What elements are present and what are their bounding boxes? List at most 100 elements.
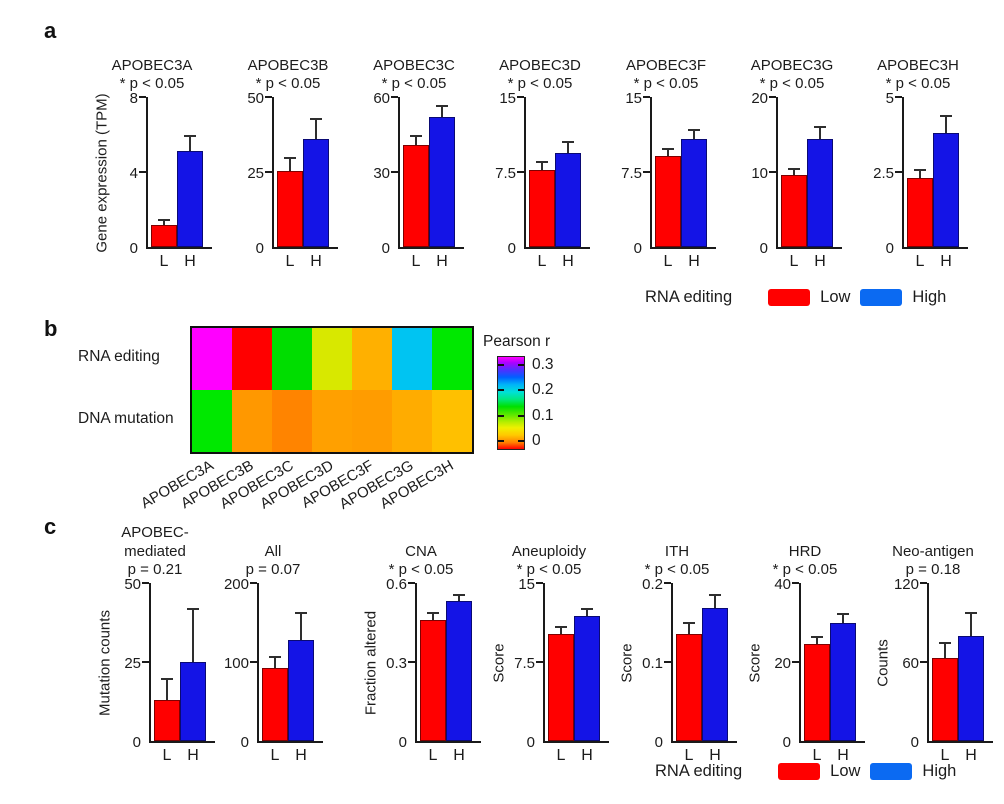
x-tick-label: H	[184, 253, 196, 270]
y-tick-mark	[391, 170, 398, 173]
y-tick-mark	[536, 660, 543, 663]
x-tick-label: L	[940, 747, 950, 764]
error-bar-cap	[562, 141, 574, 143]
y-tick-label: 0	[782, 734, 791, 751]
y-axis-tick-labels: 0 4 8	[112, 91, 146, 257]
x-tick-label: H	[581, 747, 593, 764]
error-bar	[714, 594, 716, 609]
bar-high	[702, 608, 728, 741]
bar-low	[420, 619, 446, 741]
y-tick-label: 5	[885, 90, 894, 107]
y-tick-label: 0	[381, 240, 390, 257]
y-tick-label: 25	[247, 165, 264, 182]
error-bar	[166, 677, 168, 700]
y-tick-mark	[895, 95, 902, 98]
y-axis-title: Score	[489, 583, 509, 743]
bar-low	[932, 658, 958, 741]
x-tick-label: L	[270, 747, 280, 764]
bar-low	[548, 633, 574, 741]
chart-title: APOBEC-	[121, 523, 189, 541]
y-tick-mark	[536, 581, 543, 584]
error-bar	[189, 134, 191, 152]
y-axis-tick-labels: 0 25 50	[238, 91, 272, 257]
heatmap-cell-dna-mutation-apobec3g	[392, 390, 432, 452]
bar-high	[958, 635, 984, 741]
bar-chart-apobec: APOBEC-mediated p = 0.21 Mutation counts 0 2…	[95, 522, 215, 764]
y-tick-label: 0	[633, 240, 642, 257]
panel-a-label: a	[44, 18, 57, 43]
chart-title: Neo-antigen	[892, 542, 974, 560]
bar-high	[681, 139, 707, 247]
heatmap-cell-dna-mutation-apobec3b	[232, 390, 272, 452]
chart-title-block: ITH * p < 0.05	[617, 522, 737, 580]
bar-high	[288, 639, 314, 741]
x-tick-label: L	[684, 747, 694, 764]
x-tick-label: H	[436, 253, 448, 270]
legend-high-swatch	[860, 289, 903, 306]
heatmap-cell-dna-mutation-apobec3f	[352, 390, 392, 452]
heatmap-cell-rna-editing-apobec3f	[352, 328, 392, 390]
bar-low	[781, 175, 807, 247]
y-axis-title-text: Counts	[874, 639, 892, 687]
y-axis-title-text: Score	[490, 643, 508, 683]
bar-low	[403, 144, 429, 247]
chart-title-block: APOBEC-mediated p = 0.21	[95, 522, 215, 580]
error-bar-cap	[814, 126, 826, 129]
chart-subtitle: * p < 0.05	[759, 75, 825, 93]
y-axis-tick-labels: 0 25 50	[115, 577, 149, 751]
y-tick-label: 60	[902, 655, 919, 672]
y-axis-tick-labels: 0 7.5 15	[616, 91, 650, 257]
error-bar-cap	[536, 161, 548, 163]
chart-title: APOBEC3B	[247, 56, 329, 74]
error-bar-cap	[310, 118, 322, 120]
x-tick-label: H	[310, 253, 322, 270]
chart-title-block: APOBEC3F * p < 0.05	[616, 52, 716, 94]
bar-high	[830, 622, 856, 741]
chart-title: HRD	[788, 542, 822, 560]
y-tick-label: 7.5	[621, 165, 642, 182]
y-axis-tick-labels: 0 100 200	[223, 577, 257, 751]
chart-subtitle: p = 0.18	[905, 561, 961, 579]
bar-high	[303, 139, 329, 247]
y-tick-label: 30	[373, 165, 390, 182]
bar-chart-ith: ITH * p < 0.05 Score 0 0.1 0.2 L H	[617, 522, 737, 764]
bar-high	[446, 601, 472, 741]
bar-chart-hrd: HRD * p < 0.05 Score 0 20 40 L H	[745, 522, 865, 764]
panel-c-label: c	[44, 514, 57, 539]
chart-subtitle: * p < 0.05	[516, 561, 582, 579]
bar-chart-cna: CNA * p < 0.05 Fraction altered 0 0.3 0.6 L H	[361, 522, 481, 764]
bar-high	[429, 117, 455, 247]
error-bar	[693, 129, 695, 139]
y-tick-label: 0	[910, 734, 919, 751]
chart-title-block: Neo-antigen p = 0.18	[873, 522, 993, 580]
error-bar-cap	[940, 115, 952, 117]
chart-title: CNA	[405, 542, 437, 560]
x-tick-label: L	[556, 747, 566, 764]
error-bar-cap	[709, 594, 721, 597]
y-tick-mark	[517, 170, 524, 173]
chart-title: mediated	[124, 542, 186, 560]
x-tick-label: H	[688, 253, 700, 270]
y-axis-title-text: Score	[746, 643, 764, 683]
y-tick-mark	[142, 660, 149, 663]
x-tick-label: L	[428, 747, 438, 764]
y-tick-label: 0	[526, 734, 535, 751]
error-bar	[163, 218, 165, 225]
chart-title-block: APOBEC3H * p < 0.05	[868, 52, 968, 94]
bar-high	[933, 133, 959, 247]
error-bar-cap	[453, 593, 465, 596]
bar-chart-apobec3b: APOBEC3B * p < 0.05 0 25 50 L H	[238, 52, 338, 270]
y-axis-title-text: Gene expression (TPM)	[93, 93, 111, 253]
x-tick-label: L	[159, 253, 169, 270]
y-tick-mark	[142, 581, 149, 584]
y-tick-label: 60	[373, 90, 390, 107]
y-tick-label: 15	[499, 90, 516, 107]
y-tick-mark	[920, 581, 927, 584]
heatmap-cell-dna-mutation-apobec3h	[432, 390, 472, 452]
y-tick-label: 200	[223, 576, 249, 593]
chart-title-block: APOBEC3D * p < 0.05	[490, 52, 590, 94]
chart-title: APOBEC3A	[111, 56, 193, 74]
heatmap-cell-rna-editing-apobec3a	[192, 328, 232, 390]
